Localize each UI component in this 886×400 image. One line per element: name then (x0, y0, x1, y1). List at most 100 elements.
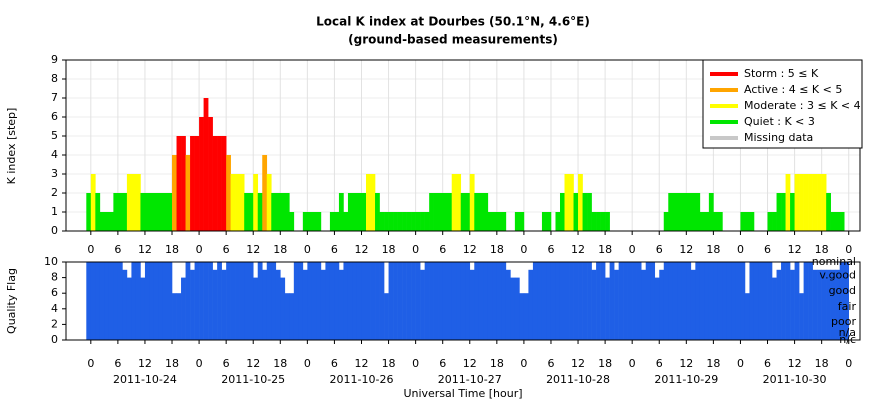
bar (235, 262, 240, 340)
bar (117, 193, 123, 231)
bar (790, 193, 795, 231)
bar (113, 193, 119, 231)
bar (370, 174, 376, 231)
x-tick-label: 0 (845, 243, 852, 256)
bar (393, 212, 398, 231)
bar (799, 174, 804, 231)
bar (447, 193, 453, 231)
x-tick-label: 18 (706, 243, 720, 256)
bar (451, 262, 457, 340)
bar (776, 269, 782, 340)
bar (126, 174, 132, 231)
bar (411, 262, 416, 340)
bar (722, 262, 728, 340)
bar (135, 262, 141, 340)
x-tick-label: 18 (598, 357, 612, 370)
bar (172, 155, 177, 231)
bar (302, 212, 308, 231)
bar (356, 262, 362, 340)
bar (162, 262, 168, 340)
bar (564, 174, 570, 231)
bar (654, 277, 660, 340)
bar (708, 262, 714, 340)
bar (812, 174, 818, 231)
bar (695, 193, 701, 231)
x-tick-label: 0 (737, 357, 744, 370)
bar (266, 262, 272, 340)
bar (559, 262, 565, 340)
bar (744, 293, 750, 340)
bar (384, 293, 389, 340)
x-tick-label: 6 (656, 357, 663, 370)
date-label: 2011-10-27 (438, 373, 502, 386)
bar (176, 293, 182, 340)
bar (212, 269, 218, 340)
plot-frame (65, 261, 861, 341)
date-label: 2011-10-28 (546, 373, 610, 386)
bar (487, 212, 493, 231)
bar (226, 262, 231, 340)
bar (578, 262, 583, 340)
bar (356, 193, 362, 231)
bar (406, 212, 412, 231)
bar (753, 262, 759, 340)
bar (347, 262, 353, 340)
bar (307, 212, 313, 231)
bar (221, 269, 227, 340)
bar (433, 193, 439, 231)
chart-title: Local K index at Dourbes (50.1°N, 4.6°E) (316, 15, 590, 29)
bar (817, 269, 822, 340)
y-tick-label: 10 (44, 255, 58, 268)
y-tick-label: 8 (51, 271, 58, 284)
bar (90, 174, 96, 231)
bar (632, 262, 637, 340)
bar (208, 262, 213, 340)
bar (95, 193, 101, 231)
bar (781, 262, 786, 340)
y-tick-label: 3 (51, 167, 58, 180)
bar (289, 293, 295, 340)
bar (338, 193, 344, 231)
date-label: 2011-10-25 (221, 373, 285, 386)
x-tick-label: 12 (571, 243, 585, 256)
bar (424, 212, 430, 231)
bar (456, 174, 462, 231)
x-tick-label: 0 (520, 243, 527, 256)
bar (555, 262, 561, 340)
bar (266, 174, 272, 231)
bar (153, 193, 159, 231)
bar (149, 193, 155, 231)
bar (203, 98, 209, 231)
date-label: 2011-10-30 (763, 373, 827, 386)
bar (600, 262, 606, 340)
bar (650, 262, 656, 340)
bar (541, 262, 547, 340)
y-tick-label: 9 (51, 53, 58, 66)
bar (307, 262, 313, 340)
bar (388, 212, 394, 231)
bar (311, 262, 317, 340)
bar (122, 269, 128, 340)
x-tick-label: 0 (737, 243, 744, 256)
x-tick-label: 0 (412, 357, 419, 370)
y-tick-label: 8 (51, 72, 58, 85)
bar (623, 262, 628, 340)
bar (523, 293, 529, 340)
bar (235, 174, 240, 231)
bar (677, 193, 683, 231)
bar (343, 262, 349, 340)
x-tick-label: 18 (273, 357, 287, 370)
bar (550, 262, 556, 340)
legend: Storm : 5 ≤ K Active : 4 ≤ K < 5 Moderate … (702, 59, 863, 149)
bar (95, 262, 101, 340)
bar (474, 262, 480, 340)
bar (582, 262, 588, 340)
bar (460, 262, 466, 340)
bar (740, 262, 746, 340)
bar (713, 262, 719, 340)
bar (555, 212, 561, 231)
bar (681, 262, 687, 340)
bar (316, 212, 322, 231)
bar (591, 212, 597, 231)
